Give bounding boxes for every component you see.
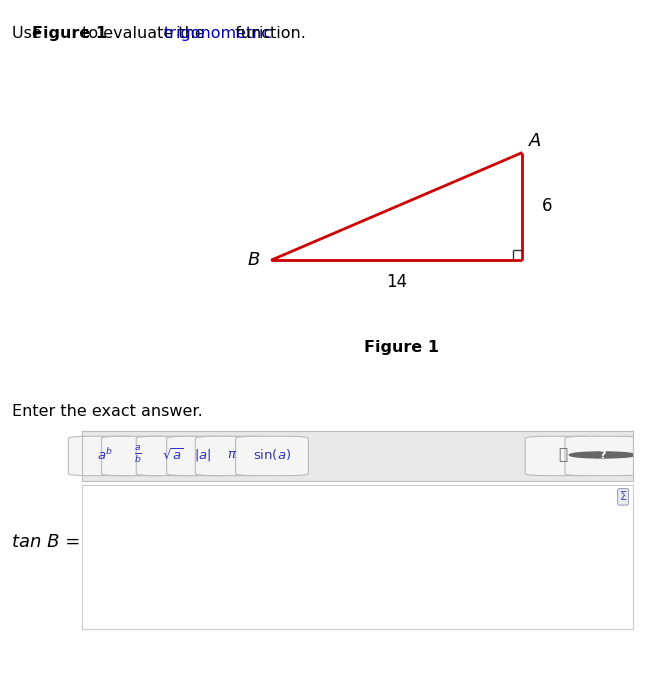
FancyBboxPatch shape [136, 436, 209, 476]
Text: $|a|$: $|a|$ [195, 447, 212, 463]
FancyBboxPatch shape [195, 436, 268, 476]
Text: 6: 6 [542, 197, 552, 215]
FancyBboxPatch shape [525, 436, 600, 476]
Circle shape [569, 452, 635, 458]
Text: 🗑: 🗑 [558, 448, 567, 462]
Text: Figure 1: Figure 1 [364, 340, 439, 355]
FancyBboxPatch shape [565, 436, 640, 476]
FancyBboxPatch shape [167, 436, 240, 476]
Text: $\frac{a}{b}$: $\frac{a}{b}$ [134, 445, 142, 465]
Text: B: B [248, 251, 260, 269]
Text: ?: ? [599, 450, 606, 460]
Text: $\sqrt{a}$: $\sqrt{a}$ [162, 448, 183, 462]
Text: 14: 14 [386, 273, 407, 291]
Text: $\sin(a)$: $\sin(a)$ [253, 448, 291, 462]
Text: A: A [529, 132, 541, 150]
Text: to evaluate the: to evaluate the [77, 26, 210, 40]
Text: Figure 1: Figure 1 [32, 26, 107, 40]
FancyBboxPatch shape [101, 436, 174, 476]
Text: trigonometric: trigonometric [164, 26, 274, 40]
FancyBboxPatch shape [236, 436, 308, 476]
Text: Use: Use [12, 26, 46, 40]
Text: $\pi$: $\pi$ [227, 448, 237, 462]
Text: tan B =: tan B = [12, 533, 80, 551]
Text: Enter the exact answer.: Enter the exact answer. [12, 404, 202, 419]
FancyBboxPatch shape [69, 436, 141, 476]
Text: $a^b$: $a^b$ [97, 447, 113, 463]
Text: Σ: Σ [620, 491, 627, 503]
Text: function.: function. [231, 26, 306, 40]
